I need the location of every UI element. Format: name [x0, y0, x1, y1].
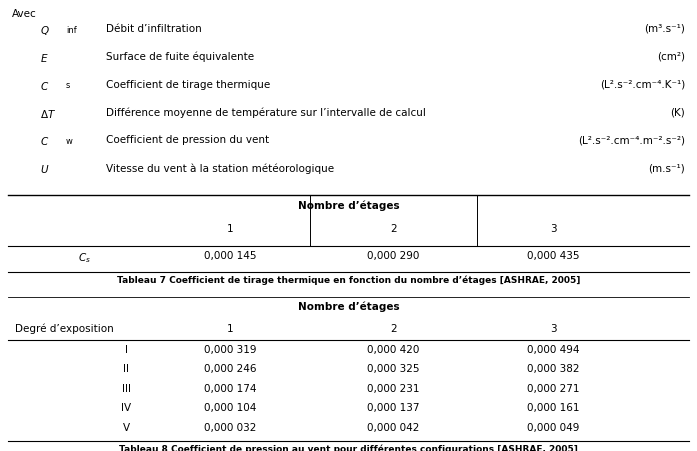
Text: Nombre d’étages: Nombre d’étages	[298, 200, 399, 211]
Text: $Q$: $Q$	[40, 24, 49, 37]
Text: (cm²): (cm²)	[657, 52, 685, 62]
Text: Coefficient de pression du vent: Coefficient de pression du vent	[105, 135, 268, 145]
Text: 0,000 145: 0,000 145	[204, 250, 256, 260]
Text: (L².s⁻².cm⁻⁴.m⁻².s⁻²): (L².s⁻².cm⁻⁴.m⁻².s⁻²)	[579, 135, 685, 145]
Text: 0,000 325: 0,000 325	[367, 364, 420, 373]
Text: III: III	[122, 383, 131, 393]
Text: (L².s⁻².cm⁻⁴.K⁻¹): (L².s⁻².cm⁻⁴.K⁻¹)	[600, 79, 685, 89]
Text: 0,000 049: 0,000 049	[527, 422, 579, 432]
Text: 3: 3	[550, 224, 557, 234]
Text: 2: 2	[390, 224, 397, 234]
Text: Degré d’exposition: Degré d’exposition	[15, 323, 114, 333]
Text: 1: 1	[227, 323, 233, 333]
Text: IV: IV	[121, 402, 132, 413]
Text: Nombre d’étages: Nombre d’étages	[298, 300, 399, 311]
Text: 0,000 042: 0,000 042	[367, 422, 420, 432]
Text: 0,000 494: 0,000 494	[527, 344, 579, 354]
Text: 0,000 137: 0,000 137	[367, 402, 420, 413]
Text: 0,000 174: 0,000 174	[204, 383, 256, 393]
Text: Débit d’infiltration: Débit d’infiltration	[105, 24, 201, 34]
Text: $C$: $C$	[40, 79, 49, 92]
Text: $E$: $E$	[40, 52, 48, 64]
Text: $C_s$: $C_s$	[78, 250, 91, 264]
Text: (m³.s⁻¹): (m³.s⁻¹)	[644, 24, 685, 34]
Text: inf: inf	[66, 26, 77, 35]
Text: 0,000 382: 0,000 382	[527, 364, 579, 373]
Text: Surface de fuite équivalente: Surface de fuite équivalente	[105, 52, 254, 62]
Text: Différence moyenne de température sur l’intervalle de calcul: Différence moyenne de température sur l’…	[105, 107, 425, 118]
Text: $U$: $U$	[40, 163, 49, 175]
Text: Coefficient de tirage thermique: Coefficient de tirage thermique	[105, 79, 270, 89]
Text: $ΔT$: $ΔT$	[40, 107, 56, 120]
Text: 2: 2	[390, 323, 397, 333]
Text: 0,000 246: 0,000 246	[204, 364, 256, 373]
Text: 0,000 290: 0,000 290	[367, 250, 420, 260]
Text: 0,000 032: 0,000 032	[204, 422, 256, 432]
Text: 0,000 231: 0,000 231	[367, 383, 420, 393]
Text: II: II	[123, 364, 130, 373]
Text: Tableau 8 Coefficient de pression au vent pour différentes configurations [ASHRA: Tableau 8 Coefficient de pression au ven…	[119, 443, 578, 451]
Text: 0,000 435: 0,000 435	[527, 250, 579, 260]
Text: 3: 3	[550, 323, 557, 333]
Text: I: I	[125, 344, 128, 354]
Text: 1: 1	[227, 224, 233, 234]
Text: Vitesse du vent à la station météorologique: Vitesse du vent à la station météorologi…	[105, 163, 334, 174]
Text: 0,000 319: 0,000 319	[204, 344, 256, 354]
Text: s: s	[66, 81, 70, 90]
Text: (m.s⁻¹): (m.s⁻¹)	[648, 163, 685, 173]
Text: 0,000 420: 0,000 420	[367, 344, 420, 354]
Text: $C$: $C$	[40, 135, 49, 147]
Text: w: w	[66, 137, 72, 146]
Text: Tableau 7 Coefficient de tirage thermique en fonction du nombre d’étages [ASHRAE: Tableau 7 Coefficient de tirage thermiqu…	[117, 275, 580, 284]
Text: V: V	[123, 422, 130, 432]
Text: 0,000 104: 0,000 104	[204, 402, 256, 413]
Text: 0,000 271: 0,000 271	[527, 383, 579, 393]
Text: Avec: Avec	[12, 9, 36, 19]
Text: 0,000 161: 0,000 161	[527, 402, 579, 413]
Text: (K): (K)	[671, 107, 685, 117]
